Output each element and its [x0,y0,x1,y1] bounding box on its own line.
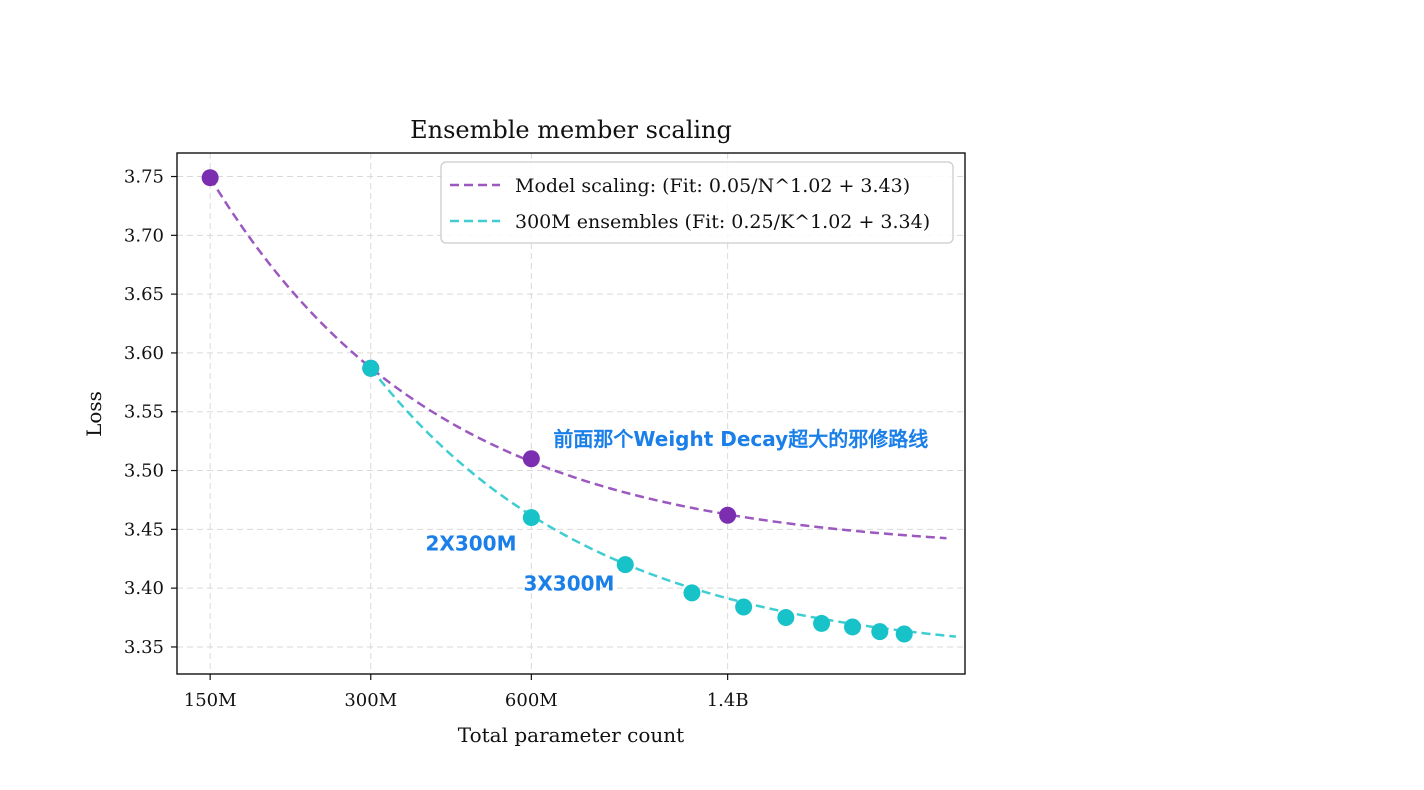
legend-label-ensembles: 300M ensembles (Fit: 0.25/K^1.02 + 3.34) [515,211,930,233]
y-tick-label: 3.45 [124,519,164,540]
x-tick-label: 600M [505,690,558,711]
y-tick-label: 3.70 [124,225,164,246]
y-tick-label: 3.55 [124,402,164,423]
x-tick-label: 150M [184,690,237,711]
ensemble-point [735,598,753,616]
y-tick-label: 3.60 [124,343,164,364]
fit-curve-model-scaling [209,177,947,540]
ensemble-point [844,618,862,636]
y-tick-label: 3.50 [124,461,164,482]
model-scaling-point [719,506,737,524]
ensemble-point [616,556,634,574]
ensemble-point [813,614,831,632]
fit-curves [209,177,957,638]
y-tick-label: 3.65 [124,284,164,305]
model-scaling-point [201,169,219,187]
data-points [201,169,913,643]
ensemble-point [895,625,913,643]
legend: Model scaling: (Fit: 0.05/N^1.02 + 3.43)… [440,161,954,244]
annotation-text: 前面那个Weight Decay超大的邪修路线 [553,427,928,451]
y-axis-label: Loss [82,391,106,437]
legend-label-model-scaling: Model scaling: (Fit: 0.05/N^1.02 + 3.43) [515,175,910,197]
x-tick-label: 1.4B [707,690,749,711]
y-tick-label: 3.40 [124,578,164,599]
annotation-text: 2X300M [426,532,517,556]
plot-frame [176,152,966,675]
axis-ticks: 3.35 3.40 3.45 3.50 3.55 3.60 3.65 3.70 3.75 150M… [124,167,749,711]
annotation-text: 3X300M [523,571,614,595]
ensemble-point [683,584,701,602]
ensemble-point [522,509,540,527]
x-tick-label: 300M [344,690,397,711]
model-scaling-point [522,450,540,468]
chart-title: Ensemble member scaling [410,116,732,144]
ensemble-point [362,359,380,377]
ensemble-point [777,609,795,627]
legend-box [440,161,954,244]
x-axis-label: Total parameter count [458,723,684,747]
ensemble-point [871,623,889,641]
y-tick-label: 3.75 [124,167,164,188]
y-tick-label: 3.35 [124,637,164,658]
